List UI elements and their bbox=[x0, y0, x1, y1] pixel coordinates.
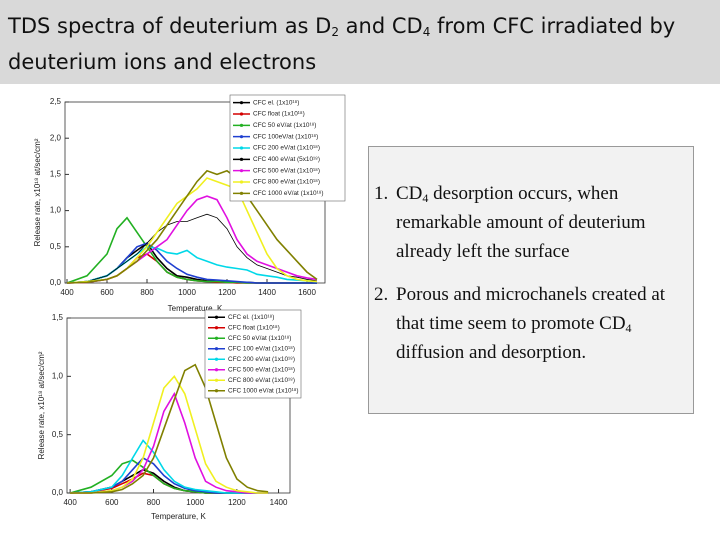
legend-label: CFC 100eV/at (1x10¹⁸) bbox=[253, 133, 318, 140]
y-tick-label: 2,5 bbox=[50, 97, 62, 106]
legend-label: CFC 200 eV/at (1x10¹⁸) bbox=[228, 356, 295, 363]
series-line bbox=[70, 363, 269, 494]
series-line bbox=[70, 439, 269, 494]
legend-label: CFC el. (1x10¹⁸) bbox=[253, 99, 299, 106]
y-tick-label: 1,0 bbox=[50, 206, 62, 215]
legend-marker bbox=[214, 357, 219, 361]
item-subscript: 4 bbox=[422, 191, 429, 205]
slide-header: TDS spectra of deuterium as D2 and CD4 f… bbox=[0, 0, 720, 84]
legend-marker bbox=[239, 180, 244, 184]
chart: 0,0 0,5 1,0 1,5 2,0 2,5 400 600 800 1000 1200 1400 1… bbox=[33, 94, 346, 313]
x-axis-label: Temperature, K bbox=[168, 304, 223, 313]
x-tick-label: 1400 bbox=[258, 288, 276, 297]
x-tick-label: 1200 bbox=[218, 288, 236, 297]
x-tick-label: 1000 bbox=[186, 498, 204, 507]
x-tick-label: 1000 bbox=[178, 288, 196, 297]
y-tick-label: 0,0 bbox=[50, 278, 62, 287]
item-subscript: 4 bbox=[625, 321, 632, 335]
x-tick-label: 1200 bbox=[228, 498, 246, 507]
legend-marker bbox=[239, 123, 244, 127]
legend-box bbox=[204, 309, 302, 399]
legend-label: CFC 1000 eV/at (1x10¹⁸) bbox=[228, 387, 299, 394]
title-subscript: 4 bbox=[422, 25, 431, 39]
legend-label: CFC 200 eV/at (1x10¹⁸) bbox=[253, 145, 320, 152]
legend-marker bbox=[239, 191, 244, 195]
legend-marker bbox=[239, 146, 244, 150]
legend-label: CFC 500 eV/at (1x10¹⁸) bbox=[253, 167, 320, 174]
y-tick-label: 2,0 bbox=[50, 133, 62, 142]
series-line bbox=[66, 169, 318, 284]
y-tick-label: 0,0 bbox=[52, 488, 64, 497]
x-tick-label: 600 bbox=[100, 288, 114, 297]
item-text-part: Porous and microchanels created at that … bbox=[396, 284, 666, 334]
x-tick-label: 400 bbox=[60, 288, 74, 297]
y-tick-label: 1,5 bbox=[52, 313, 64, 322]
legend-label: CFC 800 eV/at (1x10¹⁸) bbox=[228, 377, 295, 384]
title-text: from CFC irradiated by deuterium ions an… bbox=[8, 14, 676, 74]
legend-label: CFC 1000 eV/at (1x10¹⁸) bbox=[253, 190, 324, 197]
legend-marker bbox=[214, 378, 219, 382]
y-tick-label: 1,5 bbox=[50, 170, 62, 179]
y-axis-label: Release rate, x10¹⁸ at/sec/cm² bbox=[33, 138, 42, 246]
legend-marker bbox=[239, 135, 244, 139]
item-text-part: desorption occurs, when remarkable amoun… bbox=[396, 183, 646, 262]
series-line bbox=[66, 213, 318, 284]
item-text: CD4 desorption occurs, when remarkable a… bbox=[396, 179, 681, 266]
x-tick-label: 400 bbox=[63, 498, 77, 507]
legend-label: CFC 400 eV/at (5x10¹⁸) bbox=[253, 156, 320, 163]
list-item: 1. CD4 desorption occurs, when remarkable… bbox=[374, 179, 681, 266]
legend-label: CFC el. (1x10¹⁸) bbox=[228, 314, 274, 321]
legend-label: CFC 50 eV/at (1x10¹⁸) bbox=[228, 335, 291, 342]
y-tick-label: 0,5 bbox=[52, 430, 64, 439]
item-text: Porous and microchanels created at that … bbox=[396, 280, 681, 367]
legend-marker bbox=[214, 315, 219, 319]
legend-marker bbox=[214, 389, 219, 393]
item-number: 2. bbox=[374, 284, 389, 305]
legend-label: CFC 500 eV/at (1x10¹⁸) bbox=[228, 366, 295, 373]
y-tick-label: 0,5 bbox=[50, 242, 62, 251]
item-text-part: CD bbox=[396, 183, 423, 204]
legend-marker bbox=[239, 169, 244, 173]
x-tick-label: 800 bbox=[140, 288, 154, 297]
legend-label: CFC float (1x10¹⁸) bbox=[253, 111, 305, 118]
legend-marker bbox=[239, 101, 244, 105]
y-axis-label: Release rate, x10¹⁸ at/sec/cm² bbox=[37, 351, 46, 459]
title-text: TDS spectra of deuterium as D bbox=[8, 14, 332, 38]
legend-marker bbox=[214, 336, 219, 340]
legend-marker bbox=[214, 347, 219, 351]
legend-label: CFC float (1x10¹⁸) bbox=[228, 324, 280, 331]
title-text: and CD bbox=[339, 14, 423, 38]
x-tick-label: 800 bbox=[147, 498, 161, 507]
item-number: 1. bbox=[374, 183, 389, 204]
legend-marker bbox=[239, 157, 244, 161]
legend-label: CFC 800 eV/at (1x10¹⁸) bbox=[253, 179, 320, 186]
legend-marker bbox=[239, 112, 244, 116]
series-line bbox=[66, 242, 317, 284]
chart: 0,0 0,5 1,0 1,5 400 600 800 1000 1200 1400 Release… bbox=[37, 309, 302, 521]
legend-label: CFC 50 eV/at (1x10¹⁸) bbox=[253, 122, 316, 129]
list-item: 2. Porous and microchanels created at tha… bbox=[374, 280, 681, 367]
title-subscript: 2 bbox=[331, 25, 339, 39]
text-box: 1. CD4 desorption occurs, when remarkable… bbox=[368, 146, 694, 414]
item-text-part: diffusion and desorption. bbox=[396, 342, 587, 363]
legend-marker bbox=[214, 368, 219, 372]
legend-label: CFC 100 eV/at (1x10¹⁸) bbox=[228, 345, 295, 352]
x-axis-label: Temperature, K bbox=[151, 512, 206, 521]
x-tick-label: 1400 bbox=[270, 498, 288, 507]
x-tick-label: 1600 bbox=[298, 288, 316, 297]
y-tick-label: 1,0 bbox=[52, 371, 64, 380]
legend-marker bbox=[214, 326, 219, 330]
x-tick-label: 600 bbox=[105, 498, 119, 507]
